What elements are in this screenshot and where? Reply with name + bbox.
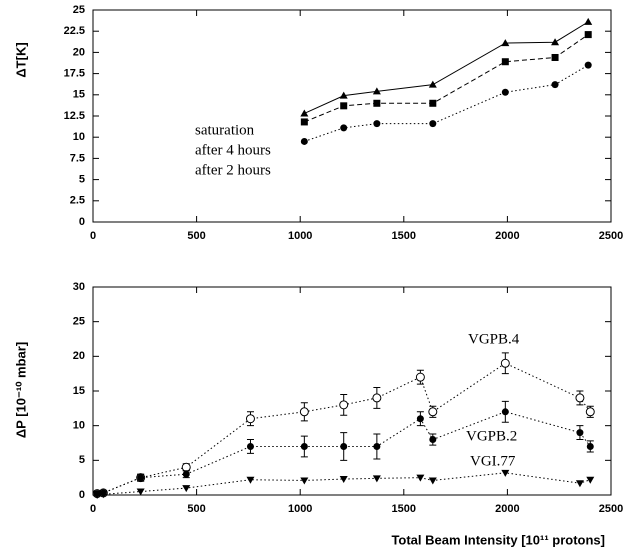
- marker: [429, 99, 437, 107]
- marker: [501, 469, 510, 477]
- y-tick-label: 15: [73, 89, 85, 101]
- marker: [300, 477, 309, 485]
- marker: [551, 53, 559, 61]
- marker: [501, 408, 509, 416]
- x-tick-label: 2500: [599, 230, 623, 242]
- marker: [575, 480, 584, 488]
- marker: [300, 442, 308, 450]
- marker: [339, 91, 348, 99]
- marker: [416, 474, 425, 482]
- marker: [372, 393, 382, 403]
- y-tick-label: 0: [79, 489, 85, 501]
- series-label: after 4 hours: [195, 142, 271, 158]
- series-label: saturation: [195, 122, 255, 138]
- marker: [551, 81, 559, 89]
- y-tick-label: 20: [73, 46, 85, 58]
- marker: [340, 442, 348, 450]
- marker: [584, 61, 592, 69]
- x-tick-label: 2500: [599, 503, 623, 515]
- x-tick-label: 0: [90, 230, 96, 242]
- y-tick-label: 10: [73, 420, 85, 432]
- marker: [429, 436, 437, 444]
- marker: [246, 476, 255, 484]
- marker: [373, 442, 381, 450]
- marker: [299, 407, 309, 417]
- x-tick-label: 2000: [495, 230, 519, 242]
- y-axis-label: ΔP [10⁻¹⁰ mbar]: [13, 342, 28, 438]
- marker: [372, 87, 381, 95]
- marker: [246, 442, 254, 450]
- y-tick-label: 10: [73, 131, 85, 143]
- x-tick-label: 2000: [495, 503, 519, 515]
- y-tick-label: 30: [73, 281, 85, 293]
- marker: [373, 120, 381, 128]
- marker: [415, 372, 425, 382]
- marker: [501, 88, 509, 96]
- marker: [373, 99, 381, 107]
- y-tick-label: 22.5: [64, 25, 85, 37]
- marker: [576, 429, 584, 437]
- marker: [585, 407, 595, 417]
- marker: [182, 485, 191, 493]
- marker: [300, 109, 309, 117]
- marker: [584, 31, 592, 39]
- marker: [428, 407, 438, 417]
- marker: [575, 393, 585, 403]
- marker: [586, 476, 595, 484]
- marker: [584, 17, 593, 25]
- marker: [429, 120, 437, 128]
- marker: [428, 80, 437, 88]
- x-tick-label: 500: [187, 503, 205, 515]
- marker: [99, 491, 108, 499]
- marker: [372, 475, 381, 483]
- marker: [501, 58, 509, 66]
- y-tick-label: 7.5: [70, 152, 85, 164]
- y-tick-label: 12.5: [64, 110, 85, 122]
- marker: [586, 442, 594, 450]
- marker: [340, 102, 348, 110]
- y-tick-label: 0: [79, 216, 85, 228]
- marker: [501, 39, 510, 47]
- marker: [416, 415, 424, 423]
- marker: [340, 124, 348, 132]
- plot-frame: [92, 286, 612, 496]
- y-tick-label: 25: [73, 4, 85, 16]
- marker: [137, 474, 145, 482]
- series-label: after 2 hours: [195, 162, 271, 178]
- x-tick-label: 500: [187, 230, 205, 242]
- marker: [136, 488, 145, 496]
- y-tick-label: 2.5: [70, 195, 85, 207]
- marker: [500, 358, 510, 368]
- series-line: [304, 21, 589, 114]
- marker: [93, 492, 102, 499]
- y-tick-label: 5: [79, 454, 85, 466]
- y-tick-label: 15: [73, 385, 85, 397]
- marker: [245, 414, 255, 424]
- series-label: VGPB.4: [468, 331, 520, 347]
- series-label: VGPB.2: [466, 428, 517, 444]
- marker: [428, 477, 437, 485]
- marker: [339, 400, 349, 410]
- series-label: VGI.77: [470, 453, 516, 469]
- y-tick-label: 20: [73, 350, 85, 362]
- marker: [300, 137, 308, 145]
- x-tick-label: 1000: [288, 230, 312, 242]
- marker: [339, 476, 348, 484]
- marker: [300, 118, 308, 126]
- y-tick-label: 5: [79, 174, 85, 186]
- x-tick-label: 1500: [392, 230, 416, 242]
- x-tick-label: 1500: [392, 503, 416, 515]
- y-tick-label: 25: [73, 316, 85, 328]
- plot-frame: [92, 9, 612, 223]
- x-axis-label: Total Beam Intensity [10¹¹ protons]: [391, 532, 605, 547]
- marker: [181, 462, 191, 472]
- x-tick-label: 0: [90, 503, 96, 515]
- marker: [551, 38, 560, 46]
- y-tick-label: 17.5: [64, 68, 85, 80]
- y-axis-label: ΔT[K]: [13, 42, 28, 77]
- x-tick-label: 1000: [288, 503, 312, 515]
- marker: [182, 470, 190, 478]
